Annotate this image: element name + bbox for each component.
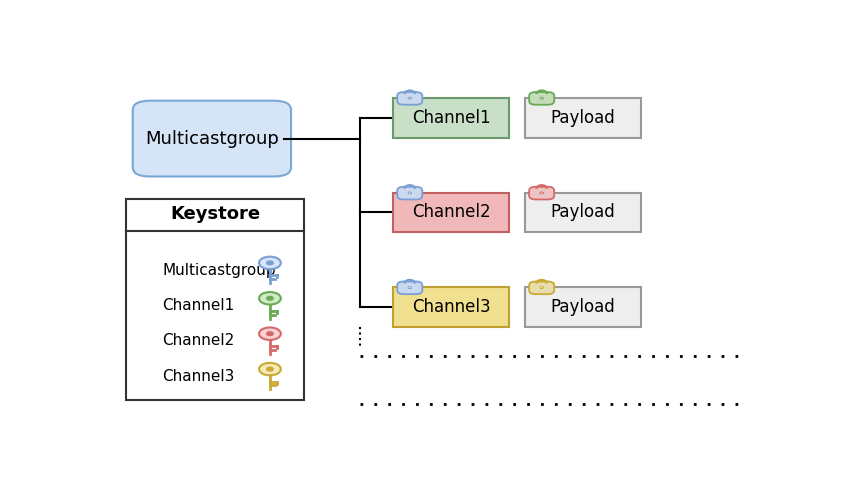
FancyBboxPatch shape bbox=[397, 281, 422, 294]
Text: Channel3: Channel3 bbox=[163, 369, 235, 384]
Circle shape bbox=[408, 97, 412, 99]
FancyBboxPatch shape bbox=[397, 92, 422, 105]
FancyBboxPatch shape bbox=[529, 92, 554, 105]
Bar bbox=[393, 287, 509, 327]
FancyBboxPatch shape bbox=[529, 187, 554, 199]
FancyBboxPatch shape bbox=[133, 101, 291, 177]
Bar bbox=[525, 287, 641, 327]
Text: Payload: Payload bbox=[551, 109, 615, 127]
Circle shape bbox=[259, 363, 281, 375]
Circle shape bbox=[266, 332, 273, 336]
FancyBboxPatch shape bbox=[529, 281, 554, 294]
Bar bbox=[126, 199, 305, 400]
Bar bbox=[525, 192, 641, 232]
Text: Multicastgroup: Multicastgroup bbox=[145, 129, 279, 148]
Text: Channel2: Channel2 bbox=[412, 204, 490, 221]
Circle shape bbox=[540, 97, 544, 99]
Text: Channel2: Channel2 bbox=[163, 334, 235, 348]
Text: Payload: Payload bbox=[551, 298, 615, 316]
Circle shape bbox=[266, 261, 273, 265]
Circle shape bbox=[266, 296, 273, 300]
Text: Channel1: Channel1 bbox=[412, 109, 490, 127]
Text: Keystore: Keystore bbox=[170, 205, 260, 223]
Text: Payload: Payload bbox=[551, 204, 615, 221]
Bar bbox=[525, 98, 641, 138]
Circle shape bbox=[540, 287, 544, 289]
Circle shape bbox=[408, 287, 412, 289]
Circle shape bbox=[266, 367, 273, 371]
Circle shape bbox=[259, 257, 281, 269]
Circle shape bbox=[259, 328, 281, 340]
Bar bbox=[393, 98, 509, 138]
Text: Channel3: Channel3 bbox=[412, 298, 490, 316]
Text: Channel1: Channel1 bbox=[163, 298, 235, 313]
Circle shape bbox=[540, 192, 544, 194]
Circle shape bbox=[259, 292, 281, 305]
Text: Multicastgroup: Multicastgroup bbox=[163, 263, 276, 277]
FancyBboxPatch shape bbox=[397, 187, 422, 199]
Bar bbox=[393, 192, 509, 232]
Circle shape bbox=[408, 192, 412, 194]
